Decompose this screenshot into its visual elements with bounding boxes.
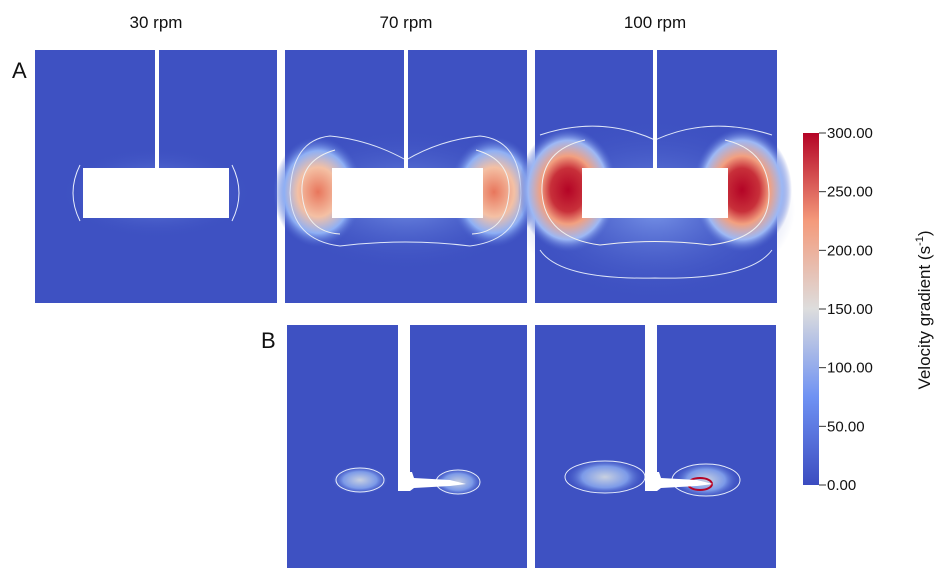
panel-label: B [261,328,276,353]
colorbar-title: Velocity gradient (s-1) [914,230,934,389]
colorbar-tick-label: 300.00 [827,125,873,142]
colorbar-tick-label: 100.00 [827,360,873,377]
colorbar-title-end: ) [915,230,934,236]
column-label: 70 rpm [380,13,433,32]
colorbar-title-text: Velocity gradient (s [915,246,934,390]
contour-plot [515,50,795,303]
contour-plot [273,50,539,303]
colorbar [803,133,819,485]
colorbar-tick-label: 200.00 [827,242,873,259]
contour-plot [35,50,277,303]
colorbar-tick-label: 150.00 [827,301,873,318]
colorbar-tick-label: 0.00 [827,477,856,494]
column-label: 100 rpm [624,13,686,32]
panel-label: A [12,58,27,83]
column-label: 30 rpm [130,13,183,32]
colorbar-tick-label: 250.00 [827,184,873,201]
colorbar-tick-label: 50.00 [827,418,865,435]
colorbar-title-sup: -1 [914,236,926,246]
contour-plot [287,325,527,568]
contour-plot [535,325,776,568]
